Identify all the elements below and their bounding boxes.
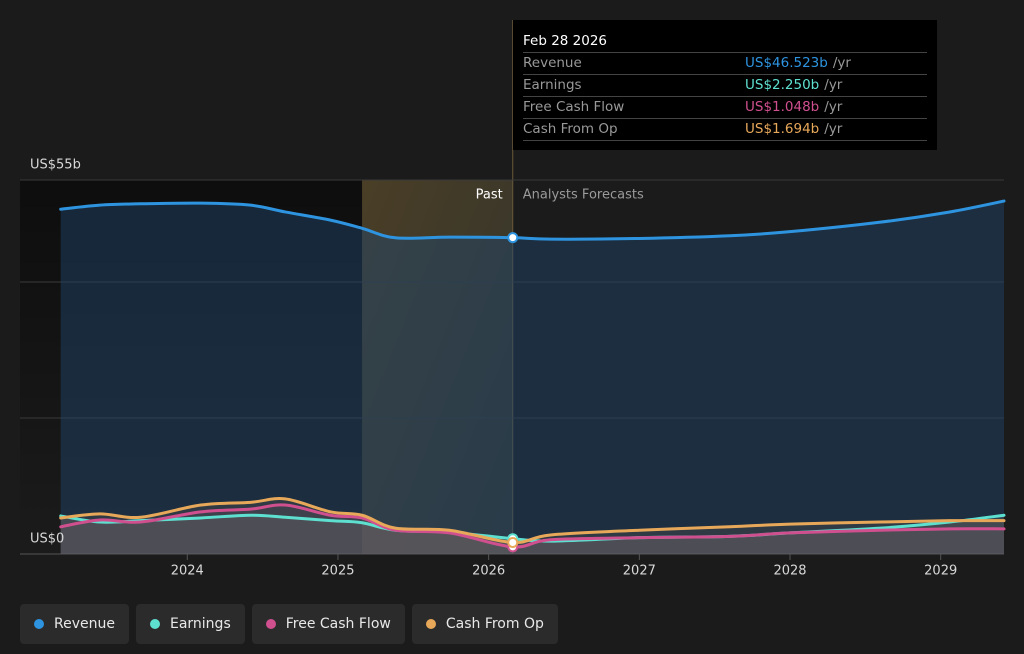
- tooltip-value: US$46.523b: [745, 55, 828, 71]
- legend-swatch: [34, 619, 44, 629]
- chart: Past Analysts Forecasts US$55b US$0 2024 2025…: [20, 20, 1006, 579]
- tooltip-date: Feb 28 2026: [523, 30, 927, 53]
- legend-label: Cash From Op: [445, 616, 544, 632]
- tooltip: Feb 28 2026 Revenue US$46.523b/yr Earnings…: [513, 20, 937, 150]
- series-area: [60, 201, 1005, 554]
- tooltip-unit: /yr: [824, 121, 843, 137]
- legend-swatch: [425, 619, 436, 629]
- forecast-label: Analysts Forecasts: [523, 188, 644, 203]
- series-area: [60, 515, 1005, 554]
- x-tick-label: 2024: [171, 564, 204, 579]
- tooltip-unit: /yr: [824, 77, 843, 93]
- tooltip-label: Cash From Op: [523, 121, 618, 137]
- tooltip-value: US$1.048b: [745, 99, 820, 115]
- legend-label: Revenue: [54, 616, 115, 632]
- legend-item[interactable]: Revenue: [20, 604, 129, 644]
- past-label: Past: [476, 188, 503, 203]
- hover-point: [507, 232, 519, 244]
- tooltip-label: Free Cash Flow: [523, 99, 625, 115]
- tooltip-row: Revenue US$46.523b/yr: [523, 53, 927, 75]
- tooltip-row: Cash From Op US$1.694b/yr: [523, 119, 927, 141]
- tooltip-value: US$2.250b: [745, 77, 820, 93]
- series-line: [59, 199, 1006, 241]
- x-tick-label: 2025: [321, 564, 354, 579]
- past-shade: [20, 180, 363, 554]
- y-tick-label: US$55b: [30, 158, 81, 173]
- x-tick-label: 2029: [924, 564, 957, 579]
- y-tick-label: US$0: [30, 532, 64, 547]
- series-area: [60, 498, 1005, 554]
- tooltip-label: Revenue: [523, 55, 582, 71]
- series-line: [59, 503, 1006, 549]
- legend-swatch: [149, 619, 160, 629]
- legend-swatch: [265, 619, 276, 629]
- tooltip-row: Earnings US$2.250b/yr: [523, 75, 927, 97]
- legend-label: Earnings: [169, 616, 231, 632]
- tooltip-unit: /yr: [832, 55, 851, 71]
- past-window: [362, 180, 513, 554]
- x-tick-label: 2027: [623, 564, 656, 579]
- tooltip-label: Earnings: [523, 77, 582, 93]
- x-tick-label: 2026: [472, 564, 505, 579]
- tooltip-row: Free Cash Flow US$1.048b/yr: [523, 97, 927, 119]
- hover-point: [507, 536, 519, 548]
- legend-item[interactable]: Cash From Op: [411, 604, 558, 644]
- legend-item[interactable]: Free Cash Flow: [251, 604, 405, 644]
- series-line: [59, 497, 1006, 544]
- legend: Revenue Earnings Free Cash Flow Cash From O…: [20, 604, 558, 644]
- x-tick-label: 2028: [773, 564, 806, 579]
- tooltip-unit: /yr: [824, 99, 843, 115]
- legend-item[interactable]: Earnings: [135, 604, 245, 644]
- tooltip-value: US$1.694b: [745, 121, 820, 137]
- legend-label: Free Cash Flow: [285, 616, 391, 632]
